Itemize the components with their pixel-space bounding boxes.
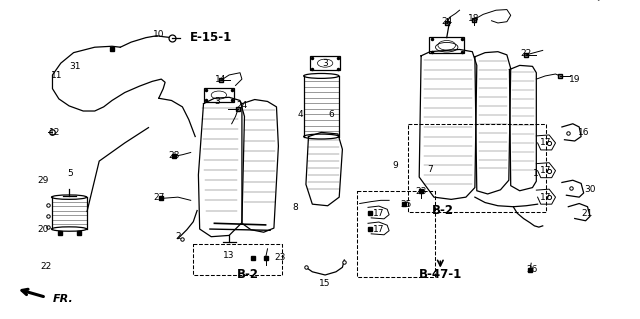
Text: 11: 11 bbox=[51, 71, 62, 80]
Bar bbox=[193, 244, 282, 275]
Text: FR.: FR. bbox=[52, 294, 73, 304]
Text: 28: 28 bbox=[168, 151, 180, 160]
Text: 16: 16 bbox=[578, 128, 589, 137]
Text: 8: 8 bbox=[293, 203, 298, 212]
Bar bbox=[429, 37, 465, 53]
Text: B-47-1: B-47-1 bbox=[419, 269, 462, 281]
Text: 21: 21 bbox=[582, 209, 593, 218]
Bar bbox=[408, 124, 546, 212]
Text: 20: 20 bbox=[38, 225, 49, 234]
Text: 24: 24 bbox=[441, 17, 452, 26]
Text: 23: 23 bbox=[275, 253, 286, 262]
Text: B-2: B-2 bbox=[432, 204, 454, 217]
Text: 17: 17 bbox=[373, 225, 385, 234]
Bar bbox=[357, 191, 435, 277]
Text: 24: 24 bbox=[236, 101, 248, 110]
Text: 3: 3 bbox=[323, 59, 328, 68]
Text: 14: 14 bbox=[215, 75, 227, 84]
Text: 17: 17 bbox=[540, 166, 551, 175]
Text: 17: 17 bbox=[540, 193, 551, 202]
Text: 30: 30 bbox=[584, 185, 596, 194]
Text: 19: 19 bbox=[569, 75, 580, 84]
Text: 29: 29 bbox=[38, 176, 49, 185]
Text: 31: 31 bbox=[70, 62, 81, 71]
Text: 26: 26 bbox=[527, 265, 538, 274]
Bar bbox=[204, 88, 234, 102]
Text: E-15-1: E-15-1 bbox=[190, 31, 232, 44]
Text: 7: 7 bbox=[428, 165, 433, 174]
Text: 18: 18 bbox=[468, 14, 479, 23]
Text: 25: 25 bbox=[401, 200, 412, 209]
Text: SJC4E0401: SJC4E0401 bbox=[593, 0, 639, 1]
Text: 6: 6 bbox=[329, 110, 334, 119]
Bar bbox=[310, 56, 340, 70]
Text: 13: 13 bbox=[223, 251, 235, 260]
Text: B-2: B-2 bbox=[237, 269, 259, 281]
Text: 22: 22 bbox=[40, 262, 52, 271]
Text: 23: 23 bbox=[415, 187, 427, 196]
Text: 9: 9 bbox=[393, 161, 398, 170]
Text: 22: 22 bbox=[520, 49, 532, 58]
Text: 5: 5 bbox=[68, 169, 73, 178]
Text: 10: 10 bbox=[153, 30, 164, 39]
Text: 17: 17 bbox=[540, 138, 551, 147]
Text: 17: 17 bbox=[373, 209, 385, 218]
Text: 15: 15 bbox=[319, 279, 331, 288]
Text: 3: 3 bbox=[215, 97, 220, 106]
Text: 27: 27 bbox=[153, 193, 164, 202]
Text: 12: 12 bbox=[49, 128, 61, 137]
Text: 1: 1 bbox=[534, 169, 539, 178]
Text: 4: 4 bbox=[298, 110, 303, 119]
Text: 2: 2 bbox=[175, 232, 180, 241]
